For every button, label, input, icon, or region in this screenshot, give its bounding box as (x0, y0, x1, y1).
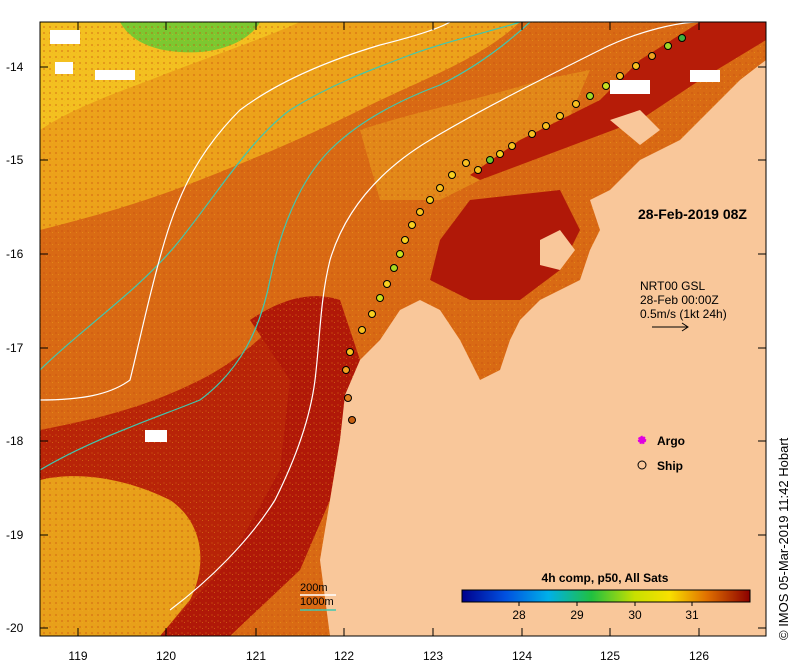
colorbar-title: 4h comp, p50, All Sats (542, 571, 669, 585)
ship-track (342, 34, 686, 424)
current-info-line3: 0.5m/s (1kt 24h) (640, 307, 727, 321)
ship-point (486, 156, 494, 164)
ship-point (368, 310, 376, 318)
argo-symbol (637, 435, 647, 445)
y-tick-label: -16 (6, 247, 24, 261)
contour-200m (40, 22, 451, 401)
argo-label: Argo (657, 434, 685, 448)
colorbar-tick-label: 31 (685, 608, 699, 622)
colorbar-tick-label: 29 (570, 608, 584, 622)
y-tick-labels: -14 -15 -16 -17 -18 -19 -20 (6, 60, 24, 635)
event-label: 28-Feb-2019 08Z (638, 206, 747, 222)
y-tick-label: -20 (6, 621, 24, 635)
ship-point (462, 159, 470, 167)
y-tick-label: -17 (6, 341, 24, 355)
ship-point (416, 208, 424, 216)
ship-point (346, 348, 354, 356)
ship-symbol (637, 460, 647, 470)
ship-point (408, 221, 416, 229)
y-axis (40, 66, 766, 629)
x-axis (77, 22, 700, 636)
land-mass (320, 22, 766, 636)
ship-point (632, 62, 640, 70)
x-tick-label: 119 (68, 649, 87, 663)
ship-point (390, 264, 398, 272)
contour-200m (169, 22, 701, 611)
no-data-gaps (50, 30, 720, 442)
ship-point (678, 34, 686, 42)
credit-text: © IMOS 05-Mar-2019 11:42 Hobart (776, 437, 791, 640)
warm-coastal-band (430, 190, 580, 300)
colorbar (461, 589, 751, 603)
ship-point (426, 196, 434, 204)
ship-point (348, 416, 356, 424)
ship-point (474, 166, 482, 174)
ship-point (496, 150, 504, 158)
warm-coastal-band (470, 22, 766, 180)
ship-point (528, 130, 536, 138)
ship-point (401, 236, 409, 244)
ship-point (358, 326, 366, 334)
ship-point (542, 122, 550, 130)
ship-point (396, 250, 404, 258)
contour-1000m (40, 22, 531, 471)
land-islands (540, 110, 660, 270)
ship-point (436, 184, 444, 192)
contour-legend-1000m: 1000m (300, 596, 334, 608)
colorbar-ticks (518, 602, 693, 606)
x-tick-label: 125 (600, 649, 620, 663)
ship-point (344, 394, 352, 402)
ship-point (572, 100, 580, 108)
x-tick-label: 122 (334, 649, 354, 663)
current-info-line1: NRT00 GSL (640, 279, 705, 293)
x-tick-label: 121 (246, 649, 266, 663)
ship-point (556, 112, 564, 120)
x-tick-label: 124 (512, 649, 532, 663)
ship-point (383, 280, 391, 288)
colorbar-tick-label: 28 (512, 608, 526, 622)
x-tick-label: 123 (423, 649, 443, 663)
ship-point (616, 72, 624, 80)
ship-point (342, 366, 350, 374)
ship-point (508, 142, 516, 150)
plot-frame (39, 21, 767, 637)
y-tick-label: -14 (6, 60, 24, 74)
y-tick-label: -19 (6, 528, 24, 542)
ship-point (664, 42, 672, 50)
current-scale-arrow (652, 322, 689, 332)
x-tick-labels: 119 120 121 122 123 124 125 126 (68, 649, 709, 663)
contour-legend-200m: 200m (300, 582, 328, 594)
ship-label: Ship (657, 459, 683, 473)
ship-point (448, 171, 456, 179)
x-tick-label: 120 (156, 649, 176, 663)
ship-point (648, 52, 656, 60)
current-info-line2: 28-Feb 00:00Z (640, 293, 719, 307)
ship-point (586, 92, 594, 100)
colorbar-tick-label: 30 (628, 608, 642, 622)
y-tick-label: -18 (6, 434, 24, 448)
ship-point (602, 82, 610, 90)
x-tick-label: 126 (689, 649, 709, 663)
contour-1000m (40, 22, 521, 371)
ship-point (376, 294, 384, 302)
y-tick-label: -15 (6, 153, 24, 167)
